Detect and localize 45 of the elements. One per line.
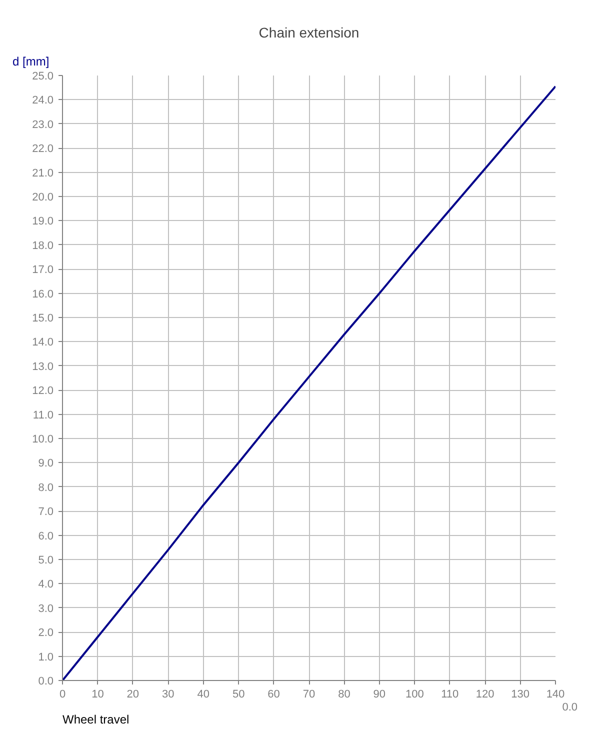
x-tick-label: 0 bbox=[59, 688, 66, 700]
y-tick-label: 5.0 bbox=[38, 554, 54, 566]
x-tick-label: 70 bbox=[302, 688, 316, 700]
x-tick-label: 50 bbox=[232, 688, 245, 700]
x-tick-label: 120 bbox=[476, 688, 494, 700]
y-tick-label: 2.0 bbox=[38, 627, 54, 640]
y-tick-label: 12.0 bbox=[32, 385, 54, 398]
x-tick-label: 60 bbox=[268, 688, 280, 700]
x-tick-label: 10 bbox=[92, 688, 104, 700]
y-tick-label: 11.0 bbox=[32, 409, 54, 422]
chart-title: Chain extension bbox=[258, 24, 360, 40]
x-tick-label: 30 bbox=[162, 688, 174, 700]
x-tick-label: 140 bbox=[546, 688, 565, 700]
y-tick-label: 17.0 bbox=[32, 264, 54, 276]
text: 0.0 bbox=[562, 702, 578, 714]
x-tick-label: 130 bbox=[511, 688, 530, 700]
y-tick-label: 8.0 bbox=[38, 482, 54, 494]
y-tick-label: 25.0 bbox=[32, 70, 54, 82]
x-tick-label: 40 bbox=[197, 688, 210, 700]
y-tick-label: 20.0 bbox=[32, 192, 54, 204]
y-tick-label: 7.0 bbox=[38, 506, 54, 518]
y-tick-label: 10.0 bbox=[32, 434, 54, 446]
x-tick-label: 110 bbox=[441, 688, 459, 700]
y-tick-label: 6.0 bbox=[38, 530, 54, 542]
y-tick-label: 3.0 bbox=[38, 602, 54, 615]
y-tick-label: 15.0 bbox=[32, 312, 54, 324]
y-tick-label: 24.0 bbox=[32, 94, 54, 107]
x-tick-label: 80 bbox=[338, 688, 350, 700]
y-tick-label: 14.0 bbox=[32, 336, 54, 349]
y-tick-label: 19.0 bbox=[32, 216, 54, 228]
y-tick-label: 1.0 bbox=[38, 651, 54, 664]
y-tick-label: 0.0 bbox=[38, 676, 54, 688]
y-tick-label: 18.0 bbox=[32, 240, 54, 252]
x-tick-label: 20 bbox=[126, 688, 140, 700]
y-tick-label: 4.0 bbox=[38, 578, 54, 591]
y-tick-label: 13.0 bbox=[32, 360, 54, 373]
y-tick-label: 22.0 bbox=[32, 143, 54, 156]
y-axis-title: d [mm] bbox=[12, 54, 50, 68]
x-axis-title: Wheel travel bbox=[62, 712, 130, 726]
y-tick-label: 9.0 bbox=[38, 458, 54, 470]
y-tick-label: 23.0 bbox=[32, 118, 54, 131]
x-tick-label: 100 bbox=[405, 688, 424, 700]
y-tick-label: 21.0 bbox=[32, 167, 54, 180]
y-tick-label: 16.0 bbox=[32, 288, 54, 300]
x-tick-label: 90 bbox=[373, 688, 386, 700]
